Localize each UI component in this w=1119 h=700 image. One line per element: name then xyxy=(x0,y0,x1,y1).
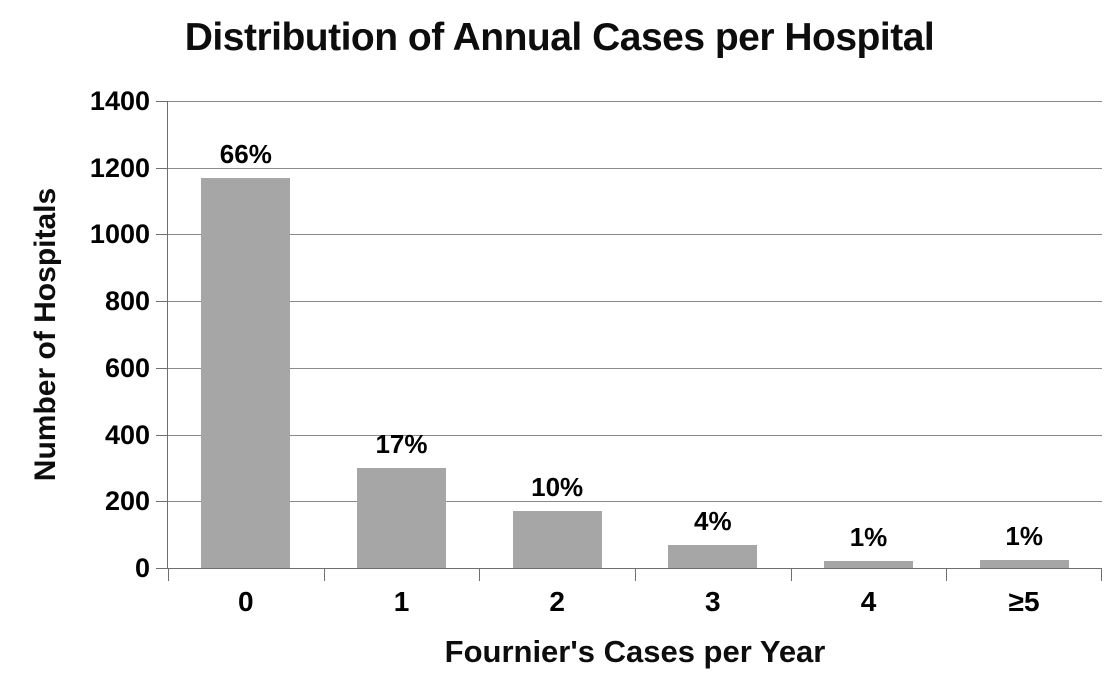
gridline xyxy=(168,234,1102,236)
bar-value-label: 1% xyxy=(849,522,888,553)
y-tick-mark xyxy=(156,234,168,236)
bar xyxy=(979,559,1069,568)
x-tick-mark xyxy=(323,569,325,581)
x-tick-label: ≥5 xyxy=(1008,586,1040,617)
y-tick-mark xyxy=(156,101,168,102)
y-tick-label: 400 xyxy=(104,419,150,450)
gridline xyxy=(168,101,1102,102)
x-tick-label: 1 xyxy=(393,586,410,617)
y-tick-mark xyxy=(156,568,168,569)
y-tick-mark xyxy=(156,367,168,369)
x-tick-label: 0 xyxy=(238,586,254,617)
x-tick-mark xyxy=(790,569,792,581)
x-tick-label: 3 xyxy=(705,586,721,617)
bar-value-label: 4% xyxy=(694,505,732,536)
y-tick-mark xyxy=(156,301,168,303)
y-tick-mark xyxy=(156,434,168,436)
gridline xyxy=(168,501,1102,503)
gridline xyxy=(168,434,1102,436)
x-tick-mark xyxy=(479,569,481,581)
x-tick-mark xyxy=(168,569,169,581)
y-tick-label: 800 xyxy=(104,286,150,317)
bar xyxy=(512,511,602,568)
x-axis-line xyxy=(167,568,1102,569)
y-tick-label: 1000 xyxy=(89,219,150,250)
bar xyxy=(357,467,446,568)
bar xyxy=(668,544,758,568)
x-tick-mark xyxy=(1101,569,1102,581)
x-tick-mark xyxy=(946,569,948,581)
x-tick-label: 2 xyxy=(549,586,565,617)
gridline xyxy=(168,301,1102,303)
y-tick-mark xyxy=(156,501,168,503)
x-tick-label: 4 xyxy=(860,586,877,617)
bar xyxy=(201,177,291,568)
bar-value-label: 10% xyxy=(531,472,584,503)
x-tick-mark xyxy=(635,569,636,581)
y-tick-label: 200 xyxy=(104,486,150,517)
chart-title: Distribution of Annual Cases per Hospita… xyxy=(184,16,935,59)
bar-value-label: 17% xyxy=(375,428,428,459)
y-tick-mark xyxy=(156,167,168,169)
y-tick-label: 0 xyxy=(134,553,150,583)
x-axis-title: Fournier's Cases per Year xyxy=(444,634,826,669)
gridline xyxy=(168,367,1102,369)
plot-area: 0 200 400 600 800 1000 1200 1400 66% 0 17% 1 10% 2 4% 3… xyxy=(90,87,1102,616)
bar-value-label: 1% xyxy=(1005,520,1043,551)
y-tick-label: 1200 xyxy=(89,152,150,183)
y-tick-label: 1400 xyxy=(89,86,150,116)
y-axis-line xyxy=(167,101,168,568)
y-tick-label: 600 xyxy=(104,352,150,383)
bar xyxy=(824,561,913,568)
gridline xyxy=(168,167,1102,169)
bar-value-label: 66% xyxy=(219,138,272,169)
